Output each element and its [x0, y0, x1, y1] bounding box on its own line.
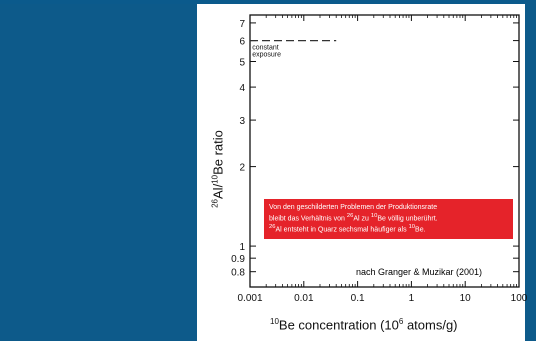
x-tick-label: 0.01	[294, 293, 314, 304]
x-tick-label: 1	[409, 293, 415, 304]
x-tick-label: 10	[460, 293, 472, 304]
x-tick-label: 0.001	[237, 293, 262, 304]
y-tick-label: 5	[239, 58, 245, 69]
series-label: exposure	[252, 52, 281, 59]
right-panel	[525, 0, 536, 341]
citation: nach Granger & Muzikar (2001)	[356, 267, 483, 277]
series-label: constant	[252, 45, 279, 52]
y-tick-label: 7	[239, 19, 245, 30]
top-bar	[0, 0, 536, 4]
x-tick-label: 100	[511, 293, 528, 304]
y-tick-label: 3	[239, 116, 245, 127]
info-note: Von den geschilderten Problemen der Prod…	[264, 199, 513, 239]
x-tick-label: 0.1	[351, 293, 365, 304]
note-line-2: bleibt das Verhältnis von 26Al zu 10Be v…	[269, 213, 438, 223]
y-tick-label: 6	[239, 37, 245, 48]
plot-frame	[249, 14, 520, 288]
y-tick-label: 1	[239, 242, 245, 253]
y-tick-label: 0.8	[231, 268, 245, 279]
y-tick-label: 2	[239, 163, 245, 174]
x-axis-label: 10Be concentration (106 atoms/g)	[270, 317, 458, 333]
note-line-1: Von den geschilderten Problemen der Prod…	[269, 204, 438, 211]
y-axis-label: 26Al/10Be ratio	[210, 130, 226, 208]
chart-area	[197, 4, 525, 341]
note-line-3: 26Al entsteht in Quarz sechsmal häufiger…	[269, 224, 426, 234]
y-tick-label: 4	[239, 83, 245, 94]
y-tick-label: 0.9	[231, 254, 245, 265]
left-panel	[0, 0, 197, 341]
